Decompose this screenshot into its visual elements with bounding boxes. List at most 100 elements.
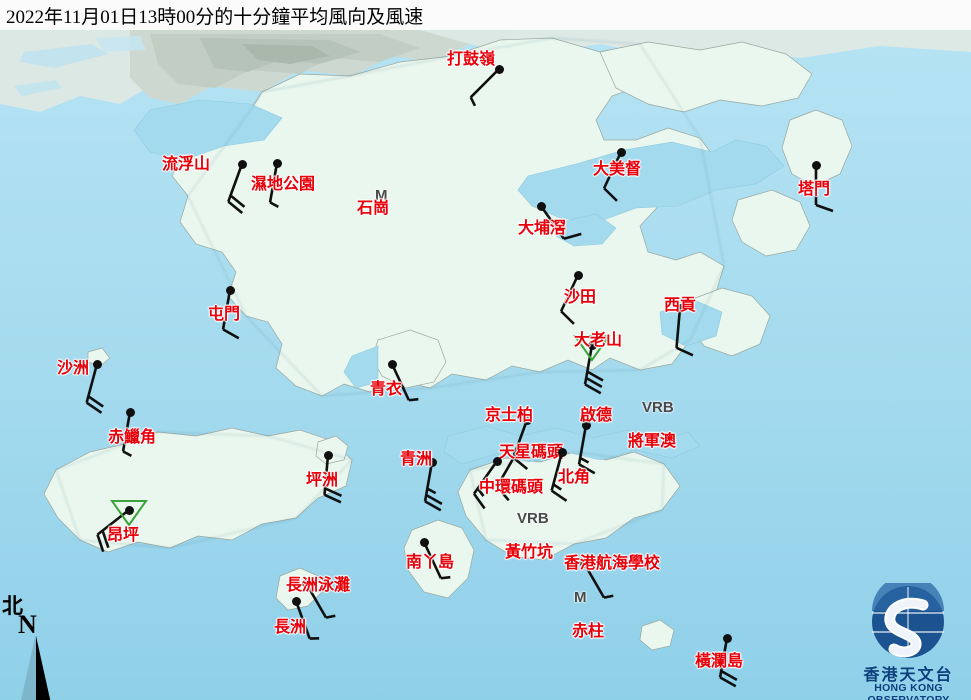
station-dot [573, 270, 583, 280]
station-dot [291, 596, 301, 606]
station-label: 橫瀾島 [695, 653, 744, 670]
station-dot [512, 447, 522, 457]
station-dot [237, 159, 247, 169]
station-label: 打鼓嶺 [447, 51, 496, 68]
station-status-code: M [375, 187, 388, 204]
station-label: 塔門 [798, 181, 831, 198]
station-label: 流浮山 [162, 156, 211, 173]
station-label: 昂坪 [107, 527, 140, 544]
hko-name-chinese: 香港天文台 [863, 667, 954, 684]
compass-label-english: N [18, 610, 37, 639]
station-label: 屯門 [208, 306, 241, 323]
high-wind-triangle-icon [110, 500, 148, 527]
station-dot [419, 537, 429, 547]
hko-logo: 香港天文台 HONG KONG OBSERVATORY [846, 575, 971, 700]
north-arrow-icon [21, 635, 51, 700]
station-dot [494, 64, 504, 74]
wind-barb-icon [718, 637, 738, 688]
station-label: 京士柏 [485, 407, 534, 424]
station-label: 香港航海學校 [564, 555, 661, 572]
wind-barb-icon [294, 600, 320, 640]
hko-emblem-icon [872, 575, 944, 658]
wind-barb-icon [323, 454, 343, 504]
wind-barb-icon [268, 162, 280, 209]
station-dot [536, 201, 546, 211]
station-dot [323, 450, 333, 460]
station-label: 赤柱 [572, 623, 605, 640]
wind-barb-icon [121, 411, 133, 458]
station-dot [492, 456, 502, 466]
station-dot [675, 303, 685, 313]
station-dot [272, 158, 282, 168]
station-dot [387, 359, 397, 369]
station-dot [522, 415, 532, 425]
station-dot [581, 420, 591, 430]
station-dot [811, 160, 821, 170]
wind-barb-icon [550, 451, 568, 502]
station-label: 中環碼頭 [479, 479, 544, 496]
station-label: 長洲泳灘 [286, 577, 351, 594]
wind-barb-icon [304, 582, 336, 619]
wind-barb-icon [96, 500, 148, 553]
wind-barb-icon [602, 151, 623, 202]
station-dot [579, 558, 589, 568]
title-bar: 2022年11月01日13時00分的十分鐘平均風向及風速 [0, 0, 971, 30]
hongkong-landmass [43, 37, 853, 651]
wind-barb-icon [582, 562, 614, 599]
station-label: 黃竹坑 [505, 544, 554, 561]
station-label: 大埔滘 [518, 220, 567, 237]
wind-barb-icon [675, 307, 694, 357]
station-label: 沙田 [564, 289, 597, 306]
station-label: 坪洲 [306, 472, 339, 489]
wind-barb-icon [221, 289, 240, 340]
wind-barb-icon [495, 451, 519, 502]
station-label: 長洲 [274, 619, 307, 636]
station-label: 北角 [558, 469, 591, 486]
station-status-code: M [574, 589, 587, 606]
station-dot [125, 407, 135, 417]
wind-barb-icon [577, 424, 596, 475]
station-label: 青衣 [370, 381, 403, 398]
station-label: 啟德 [580, 407, 613, 424]
station-label: 將軍澳 [628, 433, 677, 450]
station-label: 西貢 [664, 297, 697, 314]
station-label: 石崗 [357, 200, 390, 217]
station-label: 大美督 [593, 161, 642, 178]
station-dot [124, 505, 134, 515]
station-label: 南丫島 [406, 554, 455, 571]
station-label: 天星碼頭 [499, 444, 564, 461]
wind-barb-icon [469, 68, 500, 107]
station-dot [616, 147, 626, 157]
wind-barb-icon [539, 205, 582, 241]
wind-barb-icon [85, 363, 104, 414]
wind-barb-icon [472, 460, 499, 510]
station-dot [427, 457, 437, 467]
station-label: 濕地公園 [251, 176, 316, 193]
wind-barb-icon [559, 274, 580, 325]
page-title: 2022年11月01日13時00分的十分鐘平均風向及風速 [6, 7, 424, 28]
wind-barb-icon [573, 335, 611, 395]
wind-barb-icon [422, 541, 451, 580]
station-label: 沙洲 [57, 360, 90, 377]
wind-barb-icon [814, 165, 834, 213]
station-dot [92, 359, 102, 369]
station-dot [557, 447, 567, 457]
station-status-code: VRB [517, 510, 549, 527]
station-label: 赤鱲角 [108, 429, 157, 446]
station-dot [301, 578, 311, 588]
station-dot [722, 633, 732, 643]
hko-name-english: HONG KONG OBSERVATORY [867, 682, 950, 700]
station-dot [225, 285, 235, 295]
compass-label-chinese: 北 [2, 594, 23, 618]
station-label: 大老山 [574, 332, 623, 349]
wind-barb-icon [390, 363, 419, 402]
wind-barb-icon [227, 163, 246, 215]
wind-barb-icon [423, 461, 443, 512]
station-dot [587, 340, 597, 350]
station-label: 青洲 [400, 451, 433, 468]
station-status-code: VRB [642, 399, 674, 416]
high-wind-triangle-icon [573, 335, 611, 362]
